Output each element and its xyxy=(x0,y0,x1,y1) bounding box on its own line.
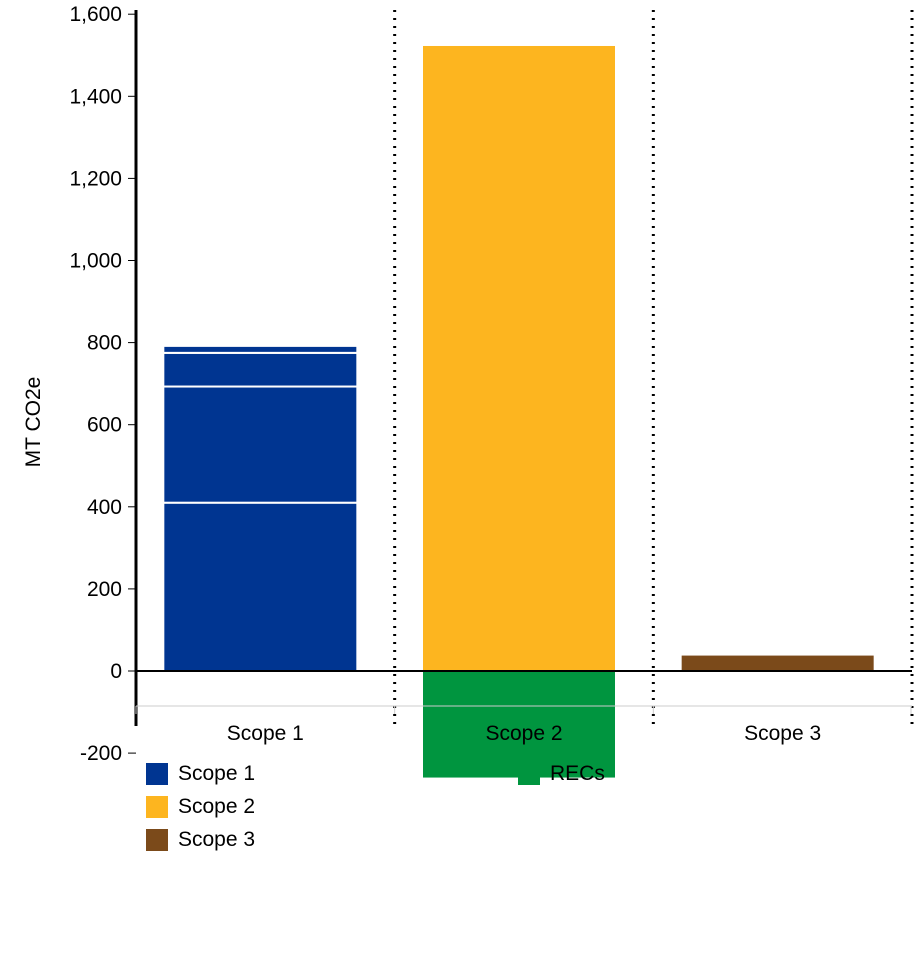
legend-label: RECs xyxy=(550,762,605,785)
legend-item: Scope 3 xyxy=(146,828,255,852)
bar-scope-1-segment xyxy=(162,344,359,354)
legend-swatch xyxy=(146,829,168,851)
bar-scope-1-segment xyxy=(162,501,359,672)
y-tick-label: 400 xyxy=(87,496,122,519)
bar-scope-1-segment xyxy=(162,351,359,388)
bar-scope-2-segment xyxy=(421,43,617,673)
y-tick-label: 1,200 xyxy=(69,167,122,190)
y-axis-title: MT CO2e xyxy=(22,377,45,468)
legend-item: Scope 2 xyxy=(146,795,255,819)
y-tick-label: 800 xyxy=(87,332,122,355)
legend-swatch xyxy=(146,763,168,785)
legend-label: Scope 2 xyxy=(178,795,256,818)
x-tick-label: Scope 2 xyxy=(485,722,562,745)
legend-item: Scope 1 xyxy=(146,762,255,786)
legend-label: Scope 1 xyxy=(178,762,256,785)
bars-group xyxy=(162,43,876,780)
y-tick-label: 1,400 xyxy=(69,85,122,108)
y-tick-label: 600 xyxy=(87,414,122,437)
bar-recs-segment xyxy=(421,670,617,780)
x-tick-label: Scope 3 xyxy=(744,722,821,745)
y-ticks-group: -200 0 200 400 600 800 1,000 1,200 1,400 1,600 xyxy=(69,3,136,765)
legend-swatch xyxy=(518,763,540,785)
y-tick-label: 1,600 xyxy=(69,3,122,26)
x-tick-label: Scope 1 xyxy=(227,722,304,745)
x-ticks-group: Scope 1 Scope 2 Scope 3 xyxy=(135,706,912,745)
y-tick-label: 0 xyxy=(110,660,122,683)
y-tick-label: 200 xyxy=(87,578,122,601)
y-tick-label: -200 xyxy=(80,742,122,765)
bar-scope-3-segment xyxy=(679,653,876,673)
y-tick-label: 1,000 xyxy=(69,250,122,273)
legend-item: RECs xyxy=(518,762,605,786)
legend-swatch xyxy=(146,796,168,818)
bar-scope-1-segment xyxy=(162,385,359,504)
axes-group xyxy=(134,10,912,726)
legend-label: Scope 3 xyxy=(178,828,256,851)
